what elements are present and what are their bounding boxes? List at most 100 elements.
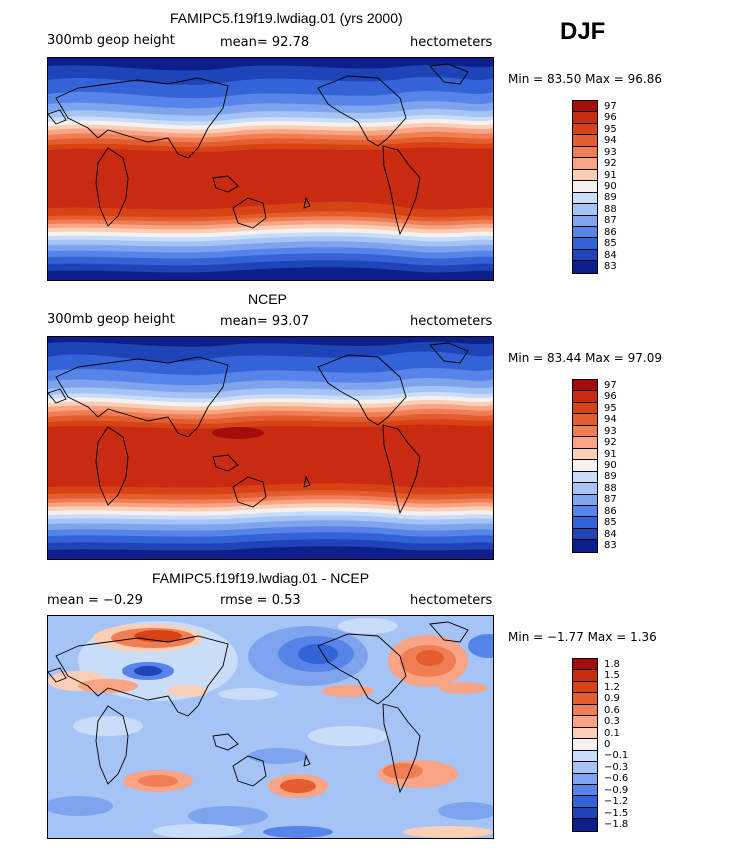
colorbar-label: 95 [604,402,617,414]
colorbar-label: 86 [604,226,617,238]
panel3-minmax: Min = −1.77 Max = 1.36 [508,630,657,644]
colorbar-label: −1.8 [604,819,629,831]
colorbar-swatch [573,528,597,541]
panel3-map-svg [48,616,493,838]
colorbar-label: 88 [604,482,617,494]
colorbar-swatch [573,460,597,472]
colorbar-swatch [573,437,597,449]
colorbar-label: 1.2 [604,681,620,693]
colorbar-label: 83 [604,261,617,273]
panel3-mean: mean = −0.29 [47,593,143,608]
colorbar-label: 93 [604,425,617,437]
colorbar-label: 1.8 [604,658,620,670]
colorbar-swatch [573,101,597,113]
colorbar-swatch [573,670,597,682]
panel2-mean: mean= 93.07 [220,314,310,329]
colorbar-swatch [573,540,597,552]
colorbar-swatch [573,483,597,495]
colorbar-label: 0.6 [604,704,620,716]
colorbar-swatch [573,112,597,124]
colorbar-swatch [573,505,597,518]
colorbar-label: −0.1 [604,750,629,762]
colorbar-swatch [573,762,597,774]
colorbar-label: 97 [604,379,617,391]
panel3-units: hectometers [410,593,493,608]
colorbar-label: 87 [604,215,617,227]
colorbar-swatch [573,796,597,808]
colorbar-swatch [573,380,597,392]
colorbar-swatch [573,807,597,820]
panel1-title: FAMIPC5.f19f19.lwdiag.01 (yrs 2000) [170,10,403,26]
colorbar-label: 93 [604,146,617,158]
colorbar-label: 0.3 [604,716,620,728]
colorbar-swatch [573,414,597,426]
colorbar-swatch [573,517,597,529]
colorbar-swatch [573,146,597,159]
panel3-rmse: rmse = 0.53 [220,593,301,608]
colorbar-swatch [573,716,597,728]
colorbar-swatch [573,261,597,273]
season-label: DJF [560,18,606,45]
colorbar-swatch [573,739,597,751]
colorbar-swatch [573,192,597,205]
colorbar-swatch [573,425,597,438]
colorbar-label: 96 [604,112,617,124]
colorbar-label: 90 [604,460,617,471]
colorbar-swatch [573,448,597,461]
colorbar-swatch [573,238,597,250]
colorbar-label: 86 [604,505,617,517]
colorbar-label: 83 [604,540,617,552]
colorbar-label: −0.9 [604,784,629,796]
colorbar-label: 95 [604,123,617,135]
panel2-colorbar [572,379,598,553]
colorbar-label: 92 [604,158,617,170]
colorbar-swatch [573,402,597,415]
colorbar-label: 89 [604,192,617,204]
colorbar-label: 97 [604,100,617,112]
colorbar-label: 94 [604,414,617,426]
colorbar-swatch [573,659,597,671]
colorbar-swatch [573,204,597,216]
colorbar-swatch [573,123,597,136]
colorbar-swatch [573,750,597,763]
colorbar-label: 96 [604,391,617,403]
colorbar-swatch [573,704,597,717]
colorbar-label: 87 [604,494,617,506]
colorbar-swatch [573,158,597,170]
colorbar-label: 88 [604,203,617,215]
colorbar-swatch [573,819,597,831]
colorbar-swatch [573,249,597,262]
colorbar-swatch [573,215,597,227]
panel1-mean: mean= 92.78 [220,35,310,50]
panel1-colorbar [572,100,598,274]
colorbar-label: −1.2 [604,796,629,808]
panel1-units: hectometers [410,35,493,50]
panel1-map [47,57,494,281]
colorbar-label: 85 [604,238,617,250]
colorbar-label: 92 [604,437,617,449]
colorbar-label: −0.6 [604,773,629,785]
panel2-variable-label: 300mb geop height [47,312,175,327]
panel2-map [47,336,494,560]
colorbar-swatch [573,226,597,239]
colorbar-swatch [573,391,597,403]
colorbar-swatch [573,181,597,193]
colorbar-swatch [573,784,597,797]
colorbar-label: 0.1 [604,727,620,739]
colorbar-label: 91 [604,448,617,460]
colorbar-swatch [573,494,597,506]
colorbar-label: 89 [604,471,617,483]
colorbar-swatch [573,693,597,705]
colorbar-swatch [573,773,597,785]
colorbar-label: 0 [604,739,611,750]
colorbar-swatch [573,169,597,182]
panel1-variable-label: 300mb geop height [47,33,175,48]
colorbar-swatch [573,471,597,484]
colorbar-swatch [573,135,597,147]
panel3-title: FAMIPC5.f19f19.lwdiag.01 - NCEP [152,570,370,586]
colorbar-swatch [573,727,597,740]
colorbar-label: 94 [604,135,617,147]
panel2-map-svg [48,337,493,559]
colorbar-label: 91 [604,169,617,181]
colorbar-label: 90 [604,181,617,192]
